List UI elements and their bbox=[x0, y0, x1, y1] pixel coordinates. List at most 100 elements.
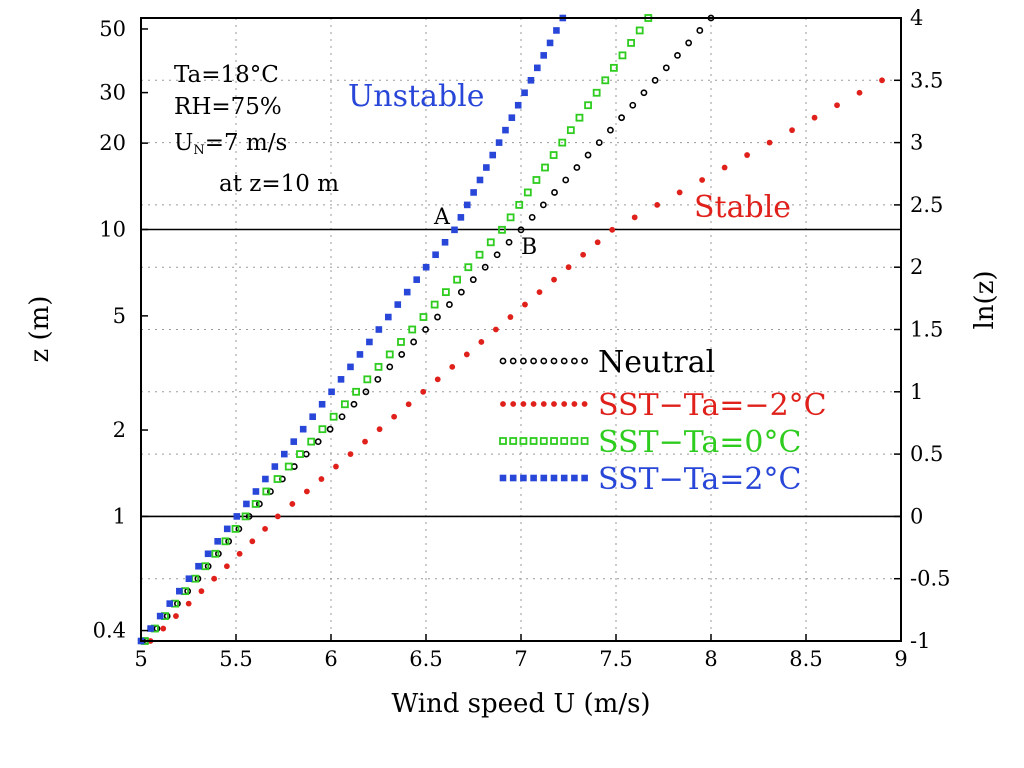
data-point bbox=[834, 102, 840, 109]
data-point bbox=[685, 39, 693, 47]
data-point bbox=[386, 363, 394, 371]
data-point bbox=[413, 276, 420, 283]
data-point bbox=[350, 400, 358, 408]
data-point bbox=[584, 101, 592, 110]
data-point bbox=[592, 88, 601, 97]
legend-marker bbox=[530, 401, 537, 407]
data-point bbox=[280, 450, 288, 458]
x-tick-label: 6 bbox=[324, 647, 337, 671]
data-point bbox=[573, 164, 581, 171]
legend-marker bbox=[519, 437, 528, 445]
data-point bbox=[453, 275, 462, 284]
data-point bbox=[527, 77, 535, 84]
data-point bbox=[483, 164, 490, 171]
data-point bbox=[267, 488, 274, 495]
data-point bbox=[478, 339, 485, 345]
legend-marker bbox=[520, 357, 527, 365]
x-tick-label: 7 bbox=[514, 647, 527, 671]
legend-marker bbox=[580, 437, 589, 445]
data-point bbox=[451, 226, 458, 234]
data-point bbox=[609, 226, 616, 233]
data-point bbox=[629, 101, 637, 109]
data-point bbox=[654, 202, 661, 208]
data-point bbox=[249, 538, 256, 545]
data-point bbox=[618, 51, 627, 60]
data-point bbox=[422, 263, 430, 271]
data-point bbox=[469, 276, 477, 284]
data-point bbox=[236, 550, 243, 557]
legend-marker bbox=[550, 357, 558, 365]
data-point bbox=[536, 289, 543, 296]
data-point bbox=[375, 326, 383, 333]
data-point bbox=[419, 313, 428, 321]
data-point bbox=[326, 425, 334, 433]
data-point bbox=[539, 201, 547, 209]
data-point bbox=[475, 250, 484, 259]
legend-marker bbox=[581, 357, 588, 365]
data-point bbox=[789, 127, 795, 134]
data-point bbox=[302, 450, 310, 458]
legend-item: SST−Ta=2°C bbox=[499, 462, 801, 497]
point-label-a: A bbox=[433, 205, 451, 230]
legend-marker bbox=[550, 437, 558, 445]
data-point bbox=[523, 188, 532, 197]
data-point bbox=[640, 89, 648, 97]
y-right-tick-label: 2 bbox=[910, 255, 923, 279]
data-point bbox=[289, 501, 296, 507]
y-right-tick-label: 2.5 bbox=[910, 193, 943, 217]
y-right-tick-label: 3.5 bbox=[910, 68, 943, 92]
data-point bbox=[492, 326, 499, 333]
data-point bbox=[363, 375, 372, 384]
legend-marker bbox=[561, 401, 568, 407]
legend-marker bbox=[570, 437, 579, 445]
legend-marker bbox=[539, 437, 548, 445]
data-point bbox=[441, 288, 450, 297]
data-point bbox=[470, 189, 477, 196]
y-left-tick-label: 10 bbox=[99, 217, 126, 241]
data-point bbox=[676, 189, 683, 196]
x-tick-label: 5 bbox=[134, 647, 147, 671]
data-point bbox=[434, 376, 441, 383]
data-point bbox=[329, 412, 338, 421]
data-point bbox=[211, 549, 220, 558]
data-point bbox=[514, 101, 522, 109]
data-point bbox=[521, 89, 528, 97]
data-point bbox=[528, 213, 536, 221]
legend-marker bbox=[499, 474, 507, 482]
condition-ta: Ta=18°C bbox=[174, 62, 279, 88]
legend-marker bbox=[520, 401, 527, 407]
data-point bbox=[517, 226, 525, 234]
data-point bbox=[252, 488, 260, 495]
data-point bbox=[290, 438, 298, 445]
legend-item: SST−Ta=0°C bbox=[499, 425, 801, 460]
x-axis-title: Wind speed U (m/s) bbox=[391, 689, 650, 719]
data-point bbox=[856, 89, 863, 96]
data-point bbox=[674, 51, 681, 59]
data-point bbox=[558, 138, 567, 147]
legend-item: SST−Ta=−2°C bbox=[500, 388, 827, 423]
data-point bbox=[376, 426, 383, 433]
legend-marker bbox=[540, 357, 548, 365]
legend-label: Neutral bbox=[598, 345, 715, 380]
y-left-tick-label: 2 bbox=[113, 418, 126, 442]
data-point bbox=[185, 600, 192, 607]
point-label-b: B bbox=[521, 235, 537, 260]
legend-marker bbox=[560, 437, 569, 445]
y-left-tick-label: 20 bbox=[99, 131, 126, 155]
data-point bbox=[352, 387, 360, 396]
data-point bbox=[274, 513, 281, 520]
data-point bbox=[481, 263, 489, 271]
data-point bbox=[147, 625, 154, 632]
legend-marker bbox=[571, 357, 578, 365]
data-point bbox=[204, 550, 212, 558]
data-point bbox=[273, 475, 282, 483]
legend-marker bbox=[530, 357, 537, 365]
data-point bbox=[498, 225, 506, 234]
y-left-tick-label: 5 bbox=[113, 304, 126, 328]
data-point bbox=[221, 537, 230, 546]
data-point bbox=[449, 363, 456, 370]
data-point bbox=[201, 562, 210, 571]
data-point bbox=[515, 200, 524, 209]
data-point bbox=[627, 39, 635, 47]
data-point bbox=[551, 276, 557, 283]
